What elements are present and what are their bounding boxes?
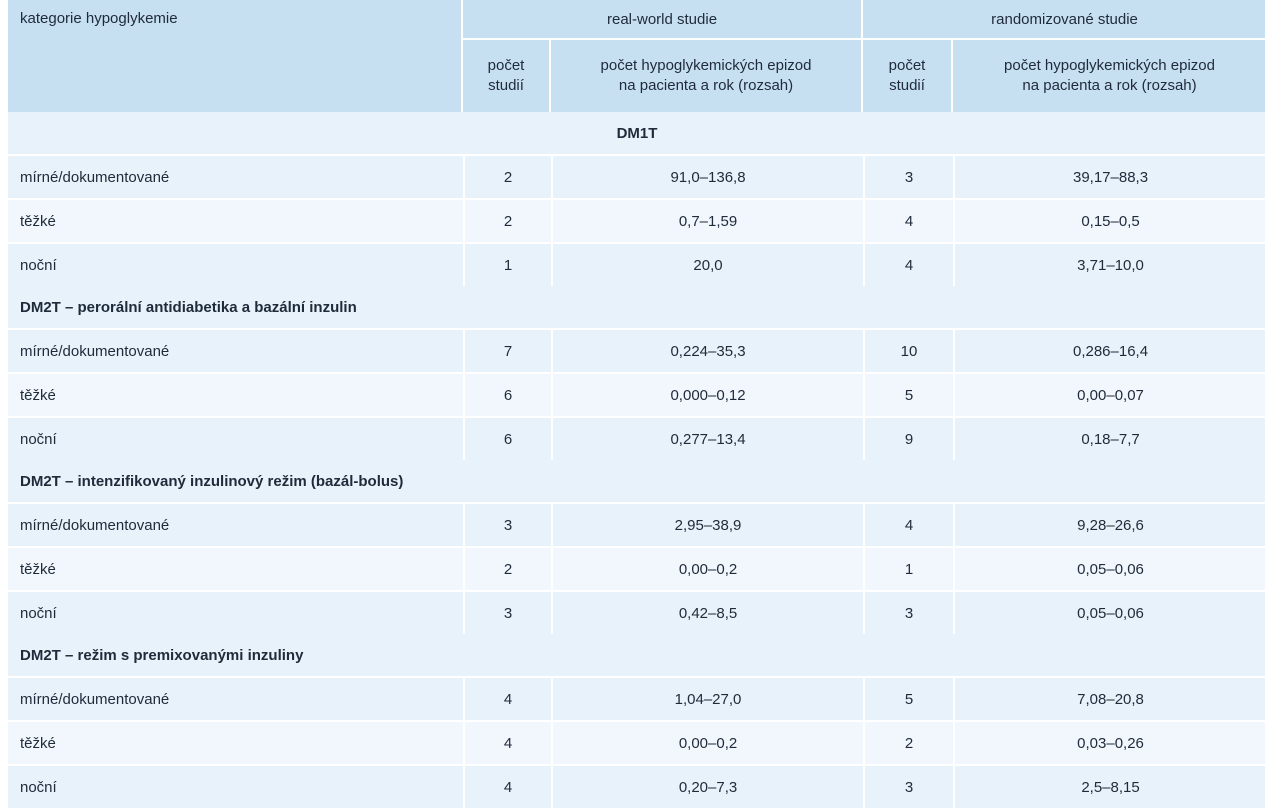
category-cell: těžké	[8, 720, 463, 764]
rw-count-header: počet studií	[463, 38, 551, 112]
category-cell: mírné/dokumentované	[8, 328, 463, 372]
randomized-group-header: randomizované studie	[863, 0, 1265, 38]
section-title: DM1T	[8, 112, 1265, 154]
rnd-count-cell: 9	[863, 416, 954, 460]
rw-count-cell: 4	[463, 676, 551, 720]
rw-count-cell: 3	[463, 590, 551, 634]
category-cell: těžké	[8, 546, 463, 590]
episodes-label-line2: na pacienta a rok (rozsah)	[618, 77, 794, 94]
rw-range-cell: 0,224–35,3	[551, 328, 864, 372]
rw-range-cell: 0,42–8,5	[551, 590, 864, 634]
rw-count-cell: 2	[463, 546, 551, 590]
rnd-range-cell: 9,28–26,6	[953, 502, 1265, 546]
table-row: mírné/dokumentované 2 91,0–136,8 3 39,17–88,…	[8, 154, 1265, 198]
table-body: DM1T mírné/dokumentované 2 91,0–136,8 3 39,17…	[8, 112, 1265, 808]
rnd-range-cell: 0,00–0,07	[953, 372, 1265, 416]
episodes-label-line1: počet hypoglykemických epizod	[1004, 57, 1215, 74]
category-cell: mírné/dokumentované	[8, 502, 463, 546]
rnd-count-cell: 5	[863, 676, 954, 720]
category-cell: noční	[8, 242, 463, 286]
rnd-count-cell: 3	[863, 154, 954, 198]
category-cell: mírné/dokumentované	[8, 154, 463, 198]
rnd-count-header: počet studií	[863, 38, 954, 112]
rw-range-cell: 20,0	[551, 242, 864, 286]
category-cell: těžké	[8, 372, 463, 416]
section-title: DM2T – intenzifikovaný inzulinový režim …	[8, 460, 1265, 502]
rnd-episodes-header: počet hypoglykemických epizod na pacient…	[953, 38, 1265, 112]
table-row: noční 4 0,20–7,3 3 2,5–8,15	[8, 764, 1265, 808]
category-cell: noční	[8, 764, 463, 808]
rnd-count-cell: 5	[863, 372, 954, 416]
table-row: těžké 2 0,7–1,59 4 0,15–0,5	[8, 198, 1265, 242]
section-row: DM2T – režim s premixovanými inzuliny	[8, 634, 1265, 676]
count-label-line2: studií	[488, 77, 524, 94]
rnd-count-cell: 3	[863, 590, 954, 634]
rw-count-cell: 4	[463, 720, 551, 764]
rw-count-cell: 3	[463, 502, 551, 546]
rnd-range-cell: 39,17–88,3	[953, 154, 1265, 198]
section-row: DM1T	[8, 112, 1265, 154]
category-cell: mírné/dokumentované	[8, 676, 463, 720]
count-label-line1: počet	[888, 57, 926, 74]
rw-range-cell: 1,04–27,0	[551, 676, 864, 720]
section-row: DM2T – intenzifikovaný inzulinový režim …	[8, 460, 1265, 502]
category-column-header: kategorie hypoglykemie	[8, 0, 463, 112]
table-header: kategorie hypoglykemie real-world studie…	[8, 0, 1265, 112]
rw-range-cell: 0,00–0,2	[551, 720, 864, 764]
rw-count-cell: 6	[463, 372, 551, 416]
rw-count-cell: 4	[463, 764, 551, 808]
rw-count-cell: 2	[463, 198, 551, 242]
rw-range-cell: 2,95–38,9	[551, 502, 864, 546]
rw-range-cell: 0,277–13,4	[551, 416, 864, 460]
rnd-count-cell: 3	[863, 764, 954, 808]
episodes-label-line2: na pacienta a rok (rozsah)	[1022, 77, 1197, 94]
table-row: těžké 4 0,00–0,2 2 0,03–0,26	[8, 720, 1265, 764]
rnd-range-cell: 0,18–7,7	[953, 416, 1265, 460]
category-cell: těžké	[8, 198, 463, 242]
rw-range-cell: 91,0–136,8	[551, 154, 864, 198]
rw-range-cell: 0,000–0,12	[551, 372, 864, 416]
rw-count-cell: 2	[463, 154, 551, 198]
count-label-line1: počet	[487, 57, 525, 74]
table-row: těžké 6 0,000–0,12 5 0,00–0,07	[8, 372, 1265, 416]
rw-count-cell: 7	[463, 328, 551, 372]
category-cell: noční	[8, 590, 463, 634]
rw-episodes-header: počet hypoglykemických epizod na pacient…	[551, 38, 864, 112]
rw-range-cell: 0,00–0,2	[551, 546, 864, 590]
section-row: DM2T – perorální antidiabetika a bazální…	[8, 286, 1265, 328]
rnd-range-cell: 0,03–0,26	[953, 720, 1265, 764]
real-world-group-header: real-world studie	[463, 0, 864, 38]
rnd-range-cell: 0,286–16,4	[953, 328, 1265, 372]
table-row: těžké 2 0,00–0,2 1 0,05–0,06	[8, 546, 1265, 590]
rw-count-cell: 1	[463, 242, 551, 286]
section-title: DM2T – režim s premixovanými inzuliny	[8, 634, 1265, 676]
rw-range-cell: 0,7–1,59	[551, 198, 864, 242]
table-row: mírné/dokumentované 7 0,224–35,3 10 0,286–16…	[8, 328, 1265, 372]
table-row: noční 6 0,277–13,4 9 0,18–7,7	[8, 416, 1265, 460]
rnd-count-cell: 1	[863, 546, 954, 590]
rw-count-cell: 6	[463, 416, 551, 460]
rw-range-cell: 0,20–7,3	[551, 764, 864, 808]
hypoglycemia-table: kategorie hypoglykemie real-world studie…	[8, 0, 1265, 808]
rnd-range-cell: 0,15–0,5	[953, 198, 1265, 242]
episodes-label-line1: počet hypoglykemických epizod	[600, 57, 812, 74]
table-row: noční 1 20,0 4 3,71–10,0	[8, 242, 1265, 286]
count-label-line2: studií	[889, 77, 925, 94]
rnd-count-cell: 4	[863, 242, 954, 286]
rnd-range-cell: 3,71–10,0	[953, 242, 1265, 286]
rnd-count-cell: 4	[863, 502, 954, 546]
section-title: DM2T – perorální antidiabetika a bazální…	[8, 286, 1265, 328]
rnd-count-cell: 2	[863, 720, 954, 764]
rnd-count-cell: 4	[863, 198, 954, 242]
rnd-range-cell: 0,05–0,06	[953, 546, 1265, 590]
rnd-range-cell: 2,5–8,15	[953, 764, 1265, 808]
rnd-range-cell: 0,05–0,06	[953, 590, 1265, 634]
rnd-range-cell: 7,08–20,8	[953, 676, 1265, 720]
category-cell: noční	[8, 416, 463, 460]
table-row: noční 3 0,42–8,5 3 0,05–0,06	[8, 590, 1265, 634]
table-row: mírné/dokumentované 3 2,95–38,9 4 9,28–26,6	[8, 502, 1265, 546]
table-row: mírné/dokumentované 4 1,04–27,0 5 7,08–20,8	[8, 676, 1265, 720]
rnd-count-cell: 10	[863, 328, 954, 372]
hypoglycemia-table-container: kategorie hypoglykemie real-world studie…	[8, 0, 1265, 808]
